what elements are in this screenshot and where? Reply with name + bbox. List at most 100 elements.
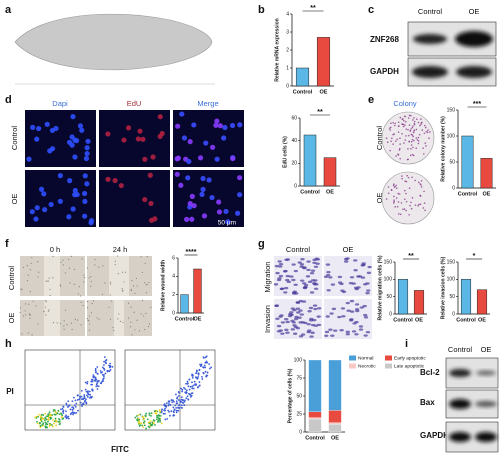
cell-dot bbox=[352, 322, 357, 325]
nucleus bbox=[118, 182, 124, 189]
event-dot bbox=[57, 420, 60, 423]
nucleus bbox=[210, 144, 216, 150]
y-tick-label: 100 bbox=[294, 357, 303, 363]
cell-dot bbox=[362, 304, 367, 308]
cell-dot bbox=[92, 300, 95, 302]
colony-dot bbox=[400, 202, 403, 204]
event-dot bbox=[138, 425, 141, 427]
colony-dot bbox=[424, 142, 427, 144]
cell-dot bbox=[316, 315, 321, 318]
event-dot bbox=[67, 417, 70, 420]
nucleus bbox=[36, 125, 42, 132]
event-dot bbox=[189, 396, 192, 398]
event-dot bbox=[83, 397, 86, 400]
cell-dot bbox=[142, 315, 145, 317]
event-dot bbox=[65, 402, 68, 405]
event-dot bbox=[180, 396, 183, 399]
event-dot bbox=[137, 417, 140, 420]
cell-dot bbox=[29, 269, 31, 271]
y-tick-label: 1 bbox=[286, 65, 289, 71]
event-dot bbox=[94, 369, 97, 372]
cell-dot bbox=[324, 330, 330, 334]
colony-dot bbox=[420, 186, 423, 188]
event-dot bbox=[204, 361, 207, 364]
cell-dot bbox=[136, 285, 138, 287]
row-label: Control bbox=[375, 126, 384, 151]
colony-dot bbox=[387, 192, 390, 195]
event-dot bbox=[54, 413, 57, 416]
y-tick-label: 50 bbox=[296, 393, 302, 399]
cell-dot bbox=[275, 271, 280, 275]
colony-dot bbox=[393, 186, 396, 188]
event-dot bbox=[72, 407, 75, 410]
event-dot bbox=[85, 390, 88, 393]
event-dot bbox=[177, 409, 180, 412]
nucleus bbox=[135, 136, 141, 142]
colony-dot bbox=[389, 126, 392, 129]
colony-dot bbox=[406, 158, 409, 161]
cell-dot bbox=[366, 289, 371, 292]
colony-dot bbox=[408, 140, 410, 143]
event-dot bbox=[138, 420, 141, 423]
cell-dot bbox=[110, 300, 112, 302]
nucleus bbox=[53, 125, 59, 132]
nucleus bbox=[237, 175, 243, 181]
event-dot bbox=[180, 398, 183, 401]
column-label: 24 h bbox=[113, 245, 128, 254]
colony-dot bbox=[417, 181, 420, 184]
cell-dot bbox=[22, 315, 24, 317]
event-dot bbox=[44, 416, 47, 419]
cell-dot bbox=[70, 322, 73, 324]
x-tick-label: OE bbox=[194, 316, 202, 322]
colony-dot bbox=[415, 147, 418, 149]
cell-dot bbox=[365, 291, 370, 295]
event-dot bbox=[40, 420, 43, 423]
colony-dot bbox=[418, 133, 421, 136]
cell-dot bbox=[31, 256, 33, 259]
event-dot bbox=[91, 395, 93, 398]
colony-dot bbox=[417, 142, 420, 145]
colony-dot bbox=[423, 190, 425, 193]
nucleus bbox=[186, 158, 192, 165]
event-dot bbox=[53, 420, 56, 423]
event-dot bbox=[203, 356, 205, 359]
event-dot bbox=[172, 410, 175, 413]
colony-dot bbox=[414, 204, 417, 206]
colony-dot bbox=[402, 208, 404, 211]
cell-dot bbox=[351, 330, 357, 333]
nucleus bbox=[79, 127, 85, 133]
y-tick-label: 150 bbox=[384, 259, 393, 265]
cell-dot bbox=[116, 255, 118, 257]
cell-dot bbox=[345, 301, 351, 305]
colony-dot bbox=[417, 140, 420, 142]
nucleus bbox=[57, 173, 63, 179]
cell-dot bbox=[309, 335, 314, 338]
nucleus bbox=[221, 135, 227, 141]
event-dot bbox=[208, 367, 211, 370]
axis-title: FITC bbox=[111, 445, 129, 454]
event-dot bbox=[200, 364, 203, 367]
cell-dot bbox=[299, 263, 305, 266]
colony-dot bbox=[420, 184, 422, 186]
cell-dot bbox=[278, 274, 284, 278]
cell-dot bbox=[285, 258, 291, 261]
cell-dot bbox=[108, 306, 110, 309]
event-dot bbox=[197, 376, 200, 378]
event-dot bbox=[195, 370, 198, 373]
cell-dot bbox=[292, 332, 298, 335]
event-dot bbox=[155, 409, 158, 412]
event-dot bbox=[88, 390, 91, 393]
colony-dot bbox=[394, 122, 396, 125]
nucleus bbox=[85, 138, 91, 144]
cell-dot bbox=[147, 325, 150, 328]
event-dot bbox=[180, 406, 183, 409]
y-tick-label: 3 bbox=[286, 29, 289, 35]
event-dot bbox=[75, 402, 78, 405]
event-dot bbox=[156, 418, 158, 421]
event-dot bbox=[159, 419, 161, 422]
colony-dot bbox=[392, 202, 395, 204]
significance-label: **** bbox=[186, 249, 197, 256]
event-dot bbox=[71, 411, 74, 414]
cell-dot bbox=[63, 325, 65, 327]
event-dot bbox=[103, 364, 105, 366]
